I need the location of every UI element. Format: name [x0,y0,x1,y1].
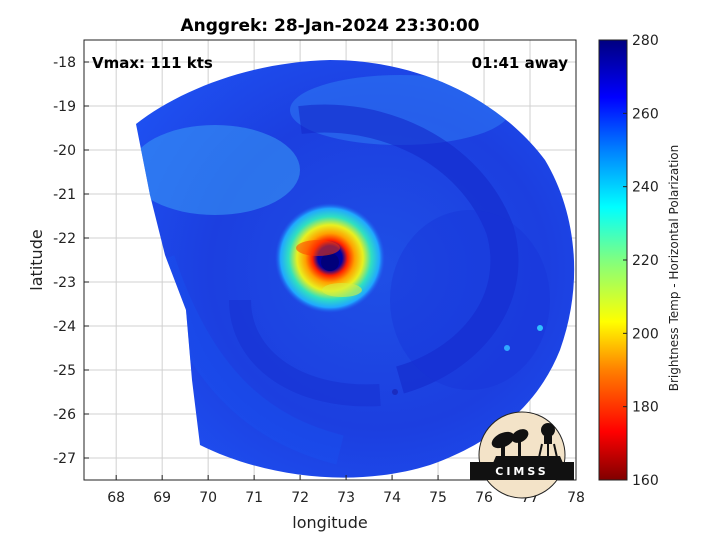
y-tick-label: -18 [53,55,76,71]
cimss-logo: CIMSS [470,411,574,499]
y-axis-ticks: -18 -19 -20 -21 -22 -23 -24 -25 -26 -27 [53,55,89,467]
brightness-temp-swath [136,60,575,478]
colorbar-tick-label: 200 [632,326,659,342]
colorbar-ticks: 160 180 200 220 240 260 280 [623,33,659,489]
y-tick-label: -19 [53,99,76,115]
x-axis-ticks: 68 69 70 71 72 73 74 75 76 77 78 [107,475,585,506]
colorbar-tick-label: 180 [632,400,659,416]
x-tick-label: 68 [107,490,125,506]
chart-title: Anggrek: 28-Jan-2024 23:30:00 [180,16,479,36]
y-tick-label: -23 [53,275,76,291]
colorbar-tick-label: 160 [632,473,659,489]
x-tick-label: 71 [245,490,263,506]
colorbar-tick-label: 280 [632,33,659,49]
x-axis-label: longitude [292,513,367,532]
x-tick-label: 70 [199,490,217,506]
x-tick-label: 74 [383,490,401,506]
x-tick-label: 76 [475,490,493,506]
y-tick-label: -27 [53,451,76,467]
colorbar-label: Brightness Temp - Horizontal Polarizatio… [667,145,681,392]
colorbar-tick-label: 240 [632,180,659,196]
y-tick-label: -25 [53,363,76,379]
x-tick-label: 75 [429,490,447,506]
vmax-annotation: Vmax: 111 kts [92,54,213,72]
axes-frame [83,39,577,481]
x-tick-label: 69 [153,490,171,506]
y-tick-label: -22 [53,231,76,247]
colorbar-tick-label: 260 [632,106,659,122]
y-axis-label: latitude [27,229,46,290]
x-tick-label: 78 [567,490,585,506]
y-tick-label: -21 [53,187,76,203]
cimss-logo-text: CIMSS [495,465,548,478]
y-tick-label: -26 [53,407,76,423]
colorbar [598,39,628,481]
x-tick-label: 72 [291,490,309,506]
y-tick-label: -20 [53,143,76,159]
colorbar-tick-label: 220 [632,253,659,269]
x-tick-label: 73 [337,490,355,506]
y-tick-label: -24 [53,319,76,335]
time-away-annotation: 01:41 away [472,54,569,72]
